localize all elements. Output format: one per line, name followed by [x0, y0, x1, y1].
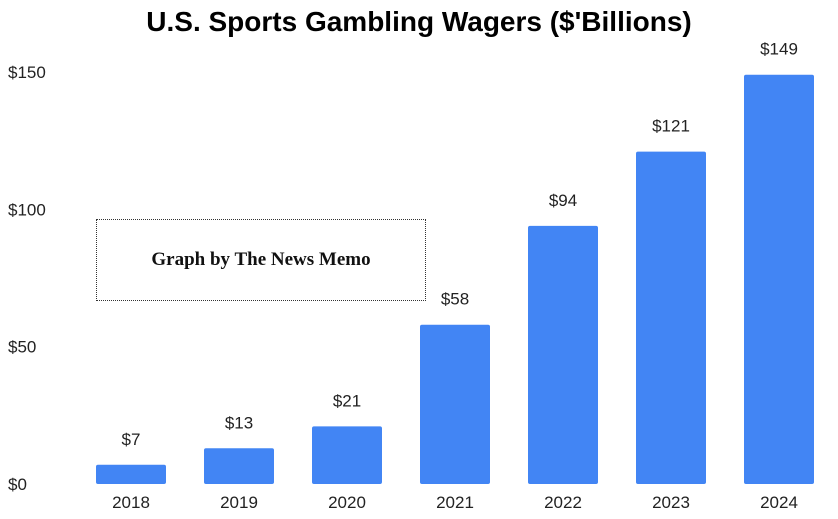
data-label-2022: $94	[549, 191, 577, 210]
y-tick-label: $0	[8, 475, 27, 494]
bar-2018	[96, 464, 166, 484]
x-tick-label-2024: 2024	[760, 493, 798, 512]
data-label-2024: $149	[760, 40, 798, 59]
x-tick-label-2019: 2019	[220, 493, 258, 512]
bar-2022	[528, 225, 598, 484]
y-tick-label: $150	[8, 63, 46, 82]
bar-2020	[312, 426, 382, 484]
x-tick-label-2021: 2021	[436, 493, 474, 512]
data-label-2020: $21	[333, 391, 361, 410]
bar-2024	[744, 74, 814, 484]
data-label-2019: $13	[225, 413, 253, 432]
x-tick-label-2022: 2022	[544, 493, 582, 512]
x-tick-label-2020: 2020	[328, 493, 366, 512]
y-tick-label: $50	[8, 338, 36, 357]
data-label-2021: $58	[441, 290, 469, 309]
bar-2023	[636, 151, 706, 485]
bar-2021	[420, 324, 490, 484]
data-label-2018: $7	[122, 430, 141, 449]
bar-2019	[204, 448, 274, 484]
y-tick-label: $100	[8, 200, 46, 219]
chart-title: U.S. Sports Gambling Wagers ($'Billions)	[146, 6, 692, 37]
annotation-box: Graph by The News Memo	[96, 219, 426, 301]
data-label-2023: $121	[652, 117, 690, 136]
x-tick-label-2018: 2018	[112, 493, 150, 512]
x-tick-label-2023: 2023	[652, 493, 690, 512]
